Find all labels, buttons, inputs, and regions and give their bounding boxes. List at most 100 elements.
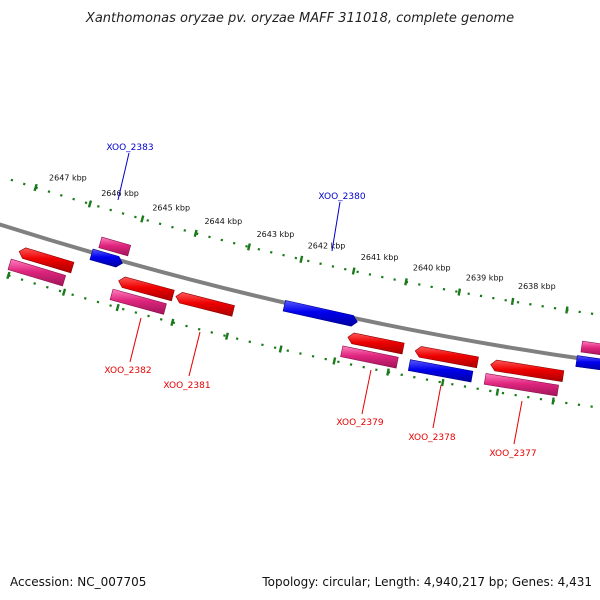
track-dot <box>577 403 581 407</box>
lower-dotted-track <box>8 274 593 408</box>
gene-label: XOO_2383 <box>106 143 153 153</box>
genome-backbone <box>0 222 600 364</box>
track-dot <box>343 267 347 271</box>
track-dot <box>553 306 557 310</box>
gene-label-leader <box>361 369 372 415</box>
major-tick <box>6 271 11 280</box>
track-dot <box>269 250 273 254</box>
track-dot <box>47 190 51 194</box>
track-dot <box>146 219 150 222</box>
major-tick <box>225 332 230 340</box>
kbp-tick-label: 2641 kbp <box>361 253 399 262</box>
track-dot <box>220 238 224 242</box>
gene-label-leader <box>129 317 142 363</box>
track-dot <box>84 201 88 205</box>
track-dot <box>368 273 372 276</box>
gene-labels: XOO_2383 XOO_2380 XOO_2382 XOO_2381 XOO_2379… <box>104 143 536 459</box>
major-tick <box>495 388 500 396</box>
major-tick <box>332 357 337 365</box>
track-dot <box>438 380 441 384</box>
track-dot <box>183 229 187 232</box>
track-dot <box>72 197 76 201</box>
kbp-tick-label: 2644 kbp <box>204 217 242 226</box>
track-dot <box>455 290 458 293</box>
track-dot <box>492 296 495 300</box>
gene-feature <box>7 258 67 287</box>
gene-feature <box>347 332 405 355</box>
gene-feature <box>118 276 175 302</box>
track-dot <box>451 383 454 386</box>
major-tick <box>115 303 120 312</box>
track-dot <box>232 241 236 245</box>
major-tick <box>193 229 198 238</box>
accession-label: Accession: NC_007705 <box>10 575 146 589</box>
gene-feature <box>414 346 479 369</box>
gene-feature <box>340 345 399 369</box>
major-tick <box>140 215 145 223</box>
track-dot <box>147 314 150 318</box>
track-dot <box>171 225 174 229</box>
track-dot <box>375 368 378 372</box>
track-dot <box>590 312 594 315</box>
track-dot <box>22 182 26 186</box>
track-dot <box>59 194 63 197</box>
track-dot <box>442 287 446 291</box>
kbp-tick-label: 2645 kbp <box>152 203 190 212</box>
major-tick <box>87 200 93 208</box>
gene-label-leader <box>188 331 201 377</box>
backbone-line <box>0 222 600 364</box>
gene-label: XOO_2377 <box>489 449 536 459</box>
major-tick <box>33 183 38 192</box>
genome-title: Xanthomonas oryzae pv. oryzae MAFF 31101… <box>85 11 514 26</box>
track-dot <box>33 282 37 285</box>
track-dot <box>467 292 470 296</box>
track-dot <box>489 389 492 393</box>
track-dot <box>282 253 285 257</box>
kbp-tick-label: 2642 kbp <box>308 242 346 251</box>
track-dot <box>197 327 201 331</box>
track-dot <box>185 324 188 328</box>
gene-label: XOO_2378 <box>408 433 455 443</box>
gene-feature <box>490 359 565 382</box>
major-tick <box>457 288 462 296</box>
major-tick <box>299 255 304 264</box>
track-dot <box>159 318 163 321</box>
track-dot <box>319 262 322 266</box>
track-dot <box>311 355 315 358</box>
track-dot <box>83 297 87 300</box>
gene-feature <box>282 300 358 327</box>
gene-feature <box>175 292 235 317</box>
track-dot <box>109 304 112 307</box>
major-tick <box>386 368 390 376</box>
track-dot <box>349 363 353 366</box>
gene-feature <box>483 373 559 397</box>
track-dot <box>539 397 543 401</box>
track-dot <box>362 365 366 369</box>
track-dot <box>158 222 162 226</box>
major-tick <box>351 267 356 275</box>
major-tick <box>565 306 569 314</box>
track-dot <box>299 352 302 355</box>
kbp-tick-label: 2647 kbp <box>49 174 87 183</box>
track-dot <box>516 301 520 304</box>
track-dot <box>71 293 74 297</box>
track-dot <box>400 373 403 377</box>
major-tick <box>61 288 67 296</box>
major-tick <box>246 243 251 251</box>
track-dot <box>337 360 340 364</box>
track-dot <box>97 205 100 208</box>
track-dot <box>306 259 310 263</box>
track-dot <box>590 405 593 408</box>
track-dot <box>356 270 359 274</box>
track-dot <box>527 395 530 399</box>
track-dot <box>380 275 384 279</box>
track-dot <box>109 208 113 212</box>
track-dot <box>501 391 505 395</box>
track-dot <box>58 289 62 293</box>
gene-feature <box>580 340 600 356</box>
track-dot <box>294 256 298 260</box>
track-dot <box>223 334 226 337</box>
track-dot <box>578 310 581 314</box>
gene-label-leader <box>432 384 442 429</box>
track-dot <box>208 235 211 239</box>
